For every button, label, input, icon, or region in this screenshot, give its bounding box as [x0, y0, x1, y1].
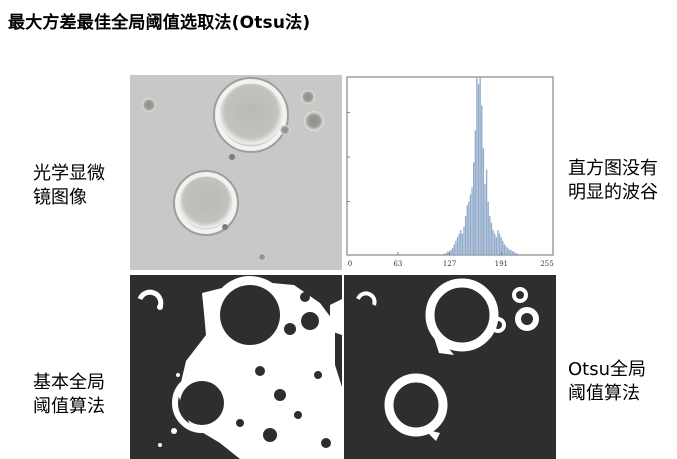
histogram-bar: [494, 233, 496, 255]
histogram-bar: [445, 253, 447, 255]
histogram-bar: [458, 233, 460, 255]
label-line: Otsu全局: [568, 359, 647, 380]
label-line: 镜图像: [33, 187, 87, 208]
histogram-bar: [453, 244, 455, 255]
page-title: 最大方差最佳全局阈值选取法(Otsu法): [8, 13, 311, 33]
histogram-bar: [479, 77, 481, 255]
histogram-bar: [487, 201, 489, 255]
histogram-bar: [456, 237, 459, 255]
label-basic-global-threshold: 基本全局 阈值算法: [33, 371, 105, 419]
histogram-bar: [463, 226, 465, 255]
histogram-bar: [510, 249, 512, 255]
label-line: 阈值算法: [33, 396, 105, 417]
histogram-bar: [516, 253, 518, 255]
histogram-bar: [497, 230, 499, 255]
label-line: 明显的波谷: [568, 182, 658, 203]
label-otsu-global-threshold: Otsu全局 阈值算法: [568, 358, 646, 406]
basic-threshold-result-image: [130, 275, 342, 459]
histogram-chart: 0 63 127 191 255: [344, 75, 556, 270]
histogram-bar: [489, 215, 491, 255]
histogram-bar: [477, 84, 480, 256]
histogram-bar: [484, 183, 486, 255]
histogram-bar: [502, 240, 504, 255]
histogram-x-tick-label: 191: [495, 260, 508, 268]
label-line: 光学显微: [33, 163, 105, 184]
label-line: 阈值算法: [568, 383, 640, 404]
histogram-bar: [450, 249, 452, 255]
histogram-bar: [485, 169, 488, 255]
histogram-bar: [515, 253, 517, 255]
histogram-bar: [471, 187, 473, 255]
histogram-bars: [443, 77, 518, 256]
label-microscope-image: 光学显微 镜图像: [33, 162, 105, 210]
histogram-bar: [508, 249, 510, 255]
histogram-bar: [482, 148, 485, 255]
histogram-y-ticks: [347, 112, 350, 202]
histogram-bar: [505, 246, 507, 255]
histogram-x-tick-label: 0: [348, 260, 352, 268]
label-line: 直方图没有: [568, 158, 658, 179]
histogram-bar: [498, 233, 501, 255]
histogram-bar: [469, 194, 472, 255]
histogram-bar: [464, 215, 467, 255]
histogram-bar: [495, 237, 497, 255]
histogram-bar: [511, 251, 514, 255]
histogram-bar: [447, 251, 449, 255]
histogram-bar: [481, 105, 483, 255]
histogram-bar: [503, 244, 506, 255]
otsu-threshold-result-image: [344, 275, 556, 459]
histogram-bar: [443, 253, 446, 255]
histogram-plot-frame: [346, 76, 554, 256]
histogram-bar: [492, 230, 494, 255]
histogram-x-tick-label: 255: [540, 260, 553, 268]
histogram-x-ticks: 0 63 127 191 255: [346, 252, 554, 268]
histogram-bar: [452, 247, 454, 255]
label-line: 基本全局: [33, 372, 105, 393]
label-histogram-note: 直方图没有 明显的波谷: [568, 157, 658, 205]
histogram-bar: [490, 222, 493, 255]
histogram-bar: [474, 130, 476, 255]
histogram-bar: [468, 201, 470, 255]
histogram-bar: [500, 237, 502, 255]
histogram-bar: [506, 247, 509, 255]
histogram-x-tick-label: 127: [443, 260, 456, 268]
histogram-bar: [513, 251, 515, 255]
histogram-bar: [455, 240, 457, 255]
microscope-image: [130, 75, 342, 270]
histogram-bar: [460, 230, 462, 255]
histogram-bar: [466, 205, 468, 255]
histogram-x-tick-label: 63: [393, 260, 402, 268]
histogram-bar: [476, 77, 478, 255]
histogram-bar: [473, 162, 475, 255]
histogram-bar: [461, 233, 464, 255]
